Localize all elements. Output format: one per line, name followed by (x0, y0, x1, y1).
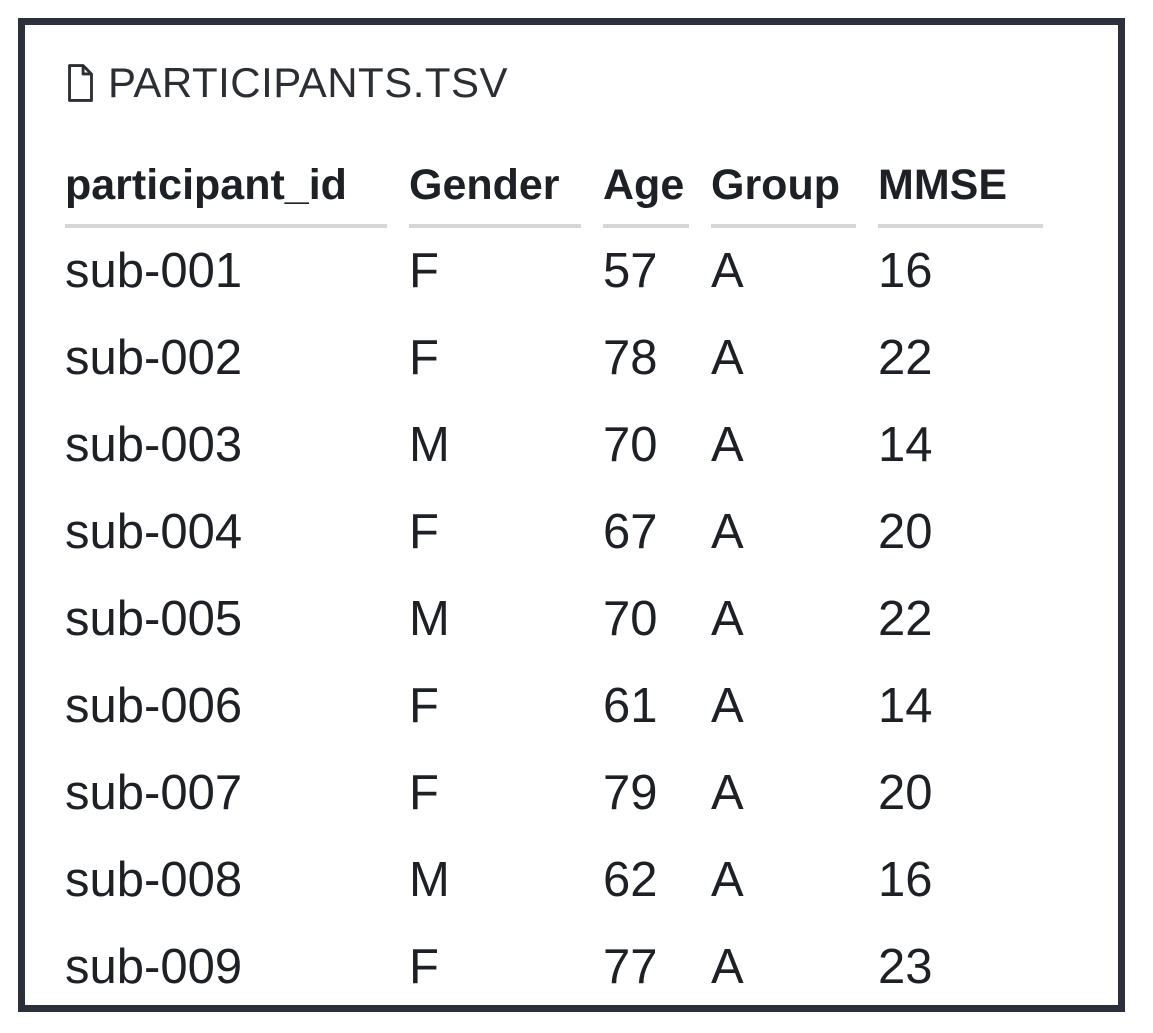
table-row: sub-006 F 61 A 14 (65, 663, 1043, 750)
cell-group: A (711, 592, 744, 646)
file-icon (65, 63, 96, 103)
column-header-age: Age (603, 160, 689, 228)
cell-gender: M (409, 418, 450, 472)
file-preview-card: PARTICIPANTS.TSV participant_id Gender A… (18, 18, 1125, 1012)
cell-mmse: 23 (878, 940, 933, 994)
cell-participant-id: sub-007 (65, 766, 243, 820)
cell-participant-id: sub-009 (65, 940, 243, 994)
cell-mmse: 16 (878, 244, 933, 298)
table-row: sub-003 M 70 A 14 (65, 402, 1043, 489)
cell-participant-id: sub-008 (65, 853, 243, 907)
cell-age: 78 (603, 331, 658, 385)
table-row: sub-007 F 79 A 20 (65, 750, 1043, 837)
cell-mmse: 22 (878, 331, 933, 385)
column-header-group: Group (711, 160, 856, 228)
cell-age: 57 (603, 244, 658, 298)
table-row: sub-002 F 78 A 22 (65, 315, 1043, 402)
cell-group: A (711, 505, 744, 559)
cell-mmse: 20 (878, 766, 933, 820)
cell-participant-id: sub-004 (65, 505, 243, 559)
cell-gender: F (409, 505, 439, 559)
cell-mmse: 22 (878, 592, 933, 646)
cell-gender: F (409, 940, 439, 994)
cell-group: A (711, 853, 744, 907)
cell-age: 67 (603, 505, 658, 559)
cell-gender: M (409, 592, 450, 646)
cell-age: 77 (603, 940, 658, 994)
table-row: sub-004 F 67 A 20 (65, 489, 1043, 576)
cell-participant-id: sub-001 (65, 244, 243, 298)
table-header-row: participant_id Gender Age Group MMSE (65, 160, 1043, 228)
cell-group: A (711, 679, 744, 733)
table-row: sub-001 F 57 A 16 (65, 228, 1043, 315)
cell-age: 61 (603, 679, 658, 733)
cell-gender: M (409, 853, 450, 907)
cell-gender: F (409, 331, 439, 385)
cell-age: 70 (603, 418, 658, 472)
cell-age: 62 (603, 853, 658, 907)
column-header-participant-id: participant_id (65, 160, 387, 228)
file-title: PARTICIPANTS.TSV (108, 59, 509, 106)
cell-group: A (711, 766, 744, 820)
cell-gender: F (409, 244, 439, 298)
cell-participant-id: sub-003 (65, 418, 243, 472)
cell-age: 70 (603, 592, 658, 646)
cell-age: 79 (603, 766, 658, 820)
cell-mmse: 14 (878, 679, 933, 733)
cell-group: A (711, 331, 744, 385)
cell-mmse: 20 (878, 505, 933, 559)
cell-gender: F (409, 679, 439, 733)
cell-group: A (711, 940, 744, 994)
file-title-row: PARTICIPANTS.TSV (65, 58, 1102, 108)
cell-participant-id: sub-005 (65, 592, 243, 646)
table-row: sub-008 M 62 A 16 (65, 837, 1043, 924)
cell-mmse: 16 (878, 853, 933, 907)
table-row: sub-009 F 77 A 23 (65, 924, 1043, 1005)
cell-mmse: 14 (878, 418, 933, 472)
cell-participant-id: sub-006 (65, 679, 243, 733)
column-header-mmse: MMSE (878, 160, 1043, 228)
participants-table: participant_id Gender Age Group MMSE sub… (43, 160, 1065, 1005)
file-preview-content: PARTICIPANTS.TSV participant_id Gender A… (25, 25, 1118, 1005)
table-row: sub-005 M 70 A 22 (65, 576, 1043, 663)
cell-participant-id: sub-002 (65, 331, 243, 385)
cell-group: A (711, 418, 744, 472)
cell-group: A (711, 244, 744, 298)
column-header-gender: Gender (409, 160, 581, 228)
cell-gender: F (409, 766, 439, 820)
